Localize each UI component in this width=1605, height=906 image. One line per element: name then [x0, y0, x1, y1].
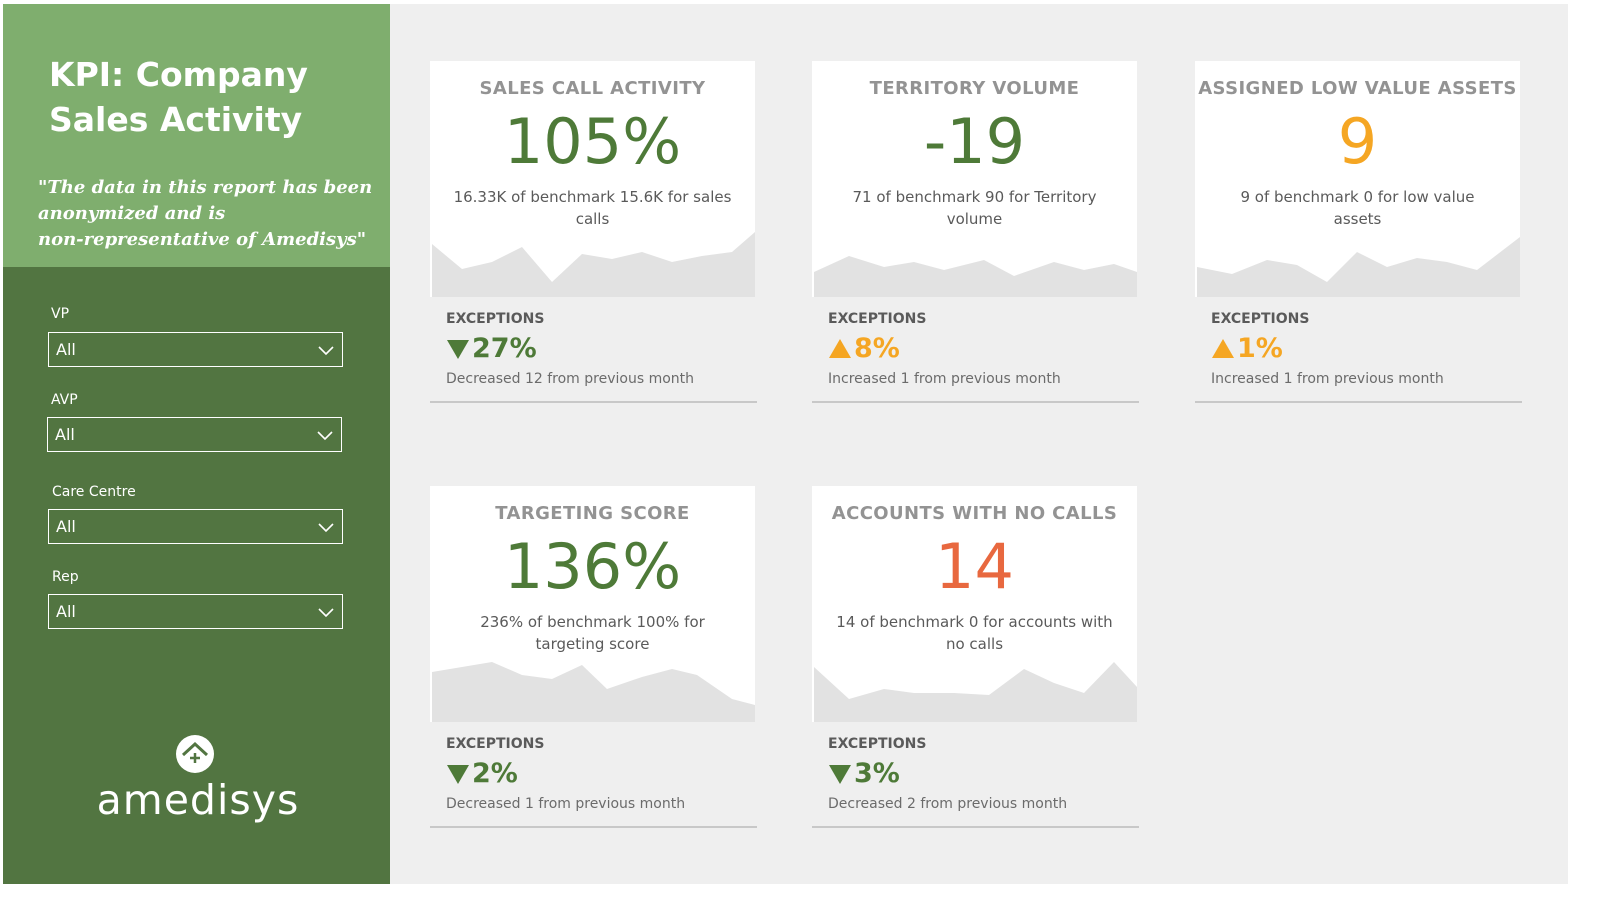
- triangle-up-icon: [1212, 338, 1234, 358]
- page-title-line-2: Sales Activity: [49, 100, 303, 139]
- kpi-title: ASSIGNED LOW VALUE ASSETS: [1198, 78, 1517, 99]
- exceptions-description: Decreased 1 from previous month: [446, 796, 686, 812]
- house-plus-icon: [176, 735, 214, 773]
- filter-label-care-centre: Care Centre: [52, 484, 136, 500]
- report-canvas: KPI: Company Sales Activity "The data in…: [3, 4, 1568, 884]
- chevron-down-icon: [318, 523, 334, 533]
- filter-dropdown-care-centre[interactable]: All: [48, 509, 343, 544]
- kpi-value: 14: [935, 530, 1014, 603]
- kpi-description: 9 of benchmark 0 for low value assets: [1240, 188, 1475, 228]
- filter-label-rep: Rep: [52, 569, 79, 585]
- kpi-description: 14 of benchmark 0 for accounts with no c…: [836, 613, 1113, 653]
- kpi-title: TERRITORY VOLUME: [869, 78, 1080, 99]
- kpi-title: SALES CALL ACTIVITY: [479, 78, 706, 99]
- kpi-card-territory-volume[interactable]: TERRITORY VOLUME -19 71 of benchmark 90 …: [812, 61, 1139, 406]
- exceptions-label: EXCEPTIONS: [1211, 311, 1310, 327]
- exceptions-value: 1%: [1211, 333, 1283, 364]
- kpi-description: 16.33K of benchmark 15.6K for sales call…: [453, 188, 732, 228]
- exceptions-value: 27%: [446, 333, 537, 364]
- triangle-up-icon: [829, 338, 851, 358]
- kpi-card-panel: TARGETING SCORE 136% 236% of benchmark 1…: [430, 486, 755, 722]
- kpi-card-assigned-low-value-assets[interactable]: ASSIGNED LOW VALUE ASSETS 9 9 of benchma…: [1195, 61, 1522, 406]
- filter-label-vp: VP: [51, 306, 70, 322]
- page-title: KPI: Company Sales Activity: [49, 52, 369, 142]
- exceptions-value: 2%: [446, 758, 518, 789]
- exceptions-value-text: 8%: [854, 333, 900, 364]
- chevron-down-icon: [318, 346, 334, 356]
- kpi-description: 236% of benchmark 100% for targeting sco…: [480, 613, 705, 653]
- kpi-card-accounts-with-no-calls[interactable]: ACCOUNTS WITH NO CALLS 14 14 of benchmar…: [812, 486, 1139, 831]
- disclaimer-line-1: "The data in this report has been: [38, 177, 373, 198]
- page-title-line-1: KPI: Company: [49, 55, 308, 94]
- exceptions-value-text: 27%: [472, 333, 537, 364]
- kpi-card-panel: SALES CALL ACTIVITY 105% 16.33K of bench…: [430, 61, 755, 297]
- disclaimer-line-2: anonymized and is: [38, 203, 226, 224]
- kpi-card-targeting-score[interactable]: TARGETING SCORE 136% 236% of benchmark 1…: [430, 486, 757, 831]
- kpi-title: TARGETING SCORE: [495, 503, 690, 524]
- exceptions-description: Increased 1 from previous month: [1211, 371, 1444, 387]
- kpi-value: 105%: [503, 105, 682, 178]
- triangle-down-icon: [829, 764, 851, 784]
- exceptions-value-text: 2%: [472, 758, 518, 789]
- disclaimer-quote: "The data in this report has been anonym…: [38, 175, 378, 253]
- company-logo: amedisys: [93, 734, 303, 834]
- logo-wordmark: amedisys: [96, 776, 300, 824]
- filter-value-vp: All: [56, 340, 76, 359]
- kpi-value: 136%: [503, 530, 682, 603]
- kpi-card-panel: TERRITORY VOLUME -19 71 of benchmark 90 …: [812, 61, 1137, 297]
- kpi-sparkline: [1197, 237, 1520, 297]
- exceptions-label: EXCEPTIONS: [446, 311, 545, 327]
- kpi-card-sales-call-activity[interactable]: SALES CALL ACTIVITY 105% 16.33K of bench…: [430, 61, 757, 406]
- exceptions-value: 3%: [828, 758, 900, 789]
- exceptions-value-text: 1%: [1237, 333, 1283, 364]
- card-divider: [812, 826, 1139, 828]
- kpi-sparkline: [814, 662, 1137, 722]
- disclaimer-line-3: non-representative of Amedisys": [38, 229, 367, 250]
- filter-dropdown-rep[interactable]: All: [48, 594, 343, 629]
- kpi-value: -19: [923, 105, 1026, 178]
- exceptions-description: Decreased 2 from previous month: [828, 796, 1068, 812]
- kpi-card-panel: ASSIGNED LOW VALUE ASSETS 9 9 of benchma…: [1195, 61, 1520, 297]
- card-divider: [430, 401, 757, 403]
- kpi-title: ACCOUNTS WITH NO CALLS: [831, 503, 1118, 524]
- triangle-down-icon: [447, 339, 469, 359]
- triangle-down-icon: [447, 764, 469, 784]
- filter-value-avp: All: [55, 425, 75, 444]
- chevron-down-icon: [318, 608, 334, 618]
- sidebar: KPI: Company Sales Activity "The data in…: [3, 4, 390, 884]
- filter-dropdown-avp[interactable]: All: [47, 417, 342, 452]
- chevron-down-icon: [317, 431, 333, 441]
- kpi-sparkline: [432, 662, 755, 722]
- card-divider: [430, 826, 757, 828]
- exceptions-label: EXCEPTIONS: [828, 311, 927, 327]
- exceptions-description: Increased 1 from previous month: [828, 371, 1061, 387]
- kpi-sparkline: [432, 232, 755, 297]
- kpi-value: 9: [1337, 105, 1378, 178]
- kpi-card-panel: ACCOUNTS WITH NO CALLS 14 14 of benchmar…: [812, 486, 1137, 722]
- filter-value-care-centre: All: [56, 517, 76, 536]
- card-divider: [812, 401, 1139, 403]
- exceptions-label: EXCEPTIONS: [828, 736, 927, 752]
- exceptions-value: 8%: [828, 333, 900, 364]
- exceptions-value-text: 3%: [854, 758, 900, 789]
- kpi-sparkline: [814, 256, 1137, 297]
- exceptions-label: EXCEPTIONS: [446, 736, 545, 752]
- filter-value-rep: All: [56, 602, 76, 621]
- kpi-description: 71 of benchmark 90 for Territory volume: [852, 188, 1097, 228]
- sidebar-header: KPI: Company Sales Activity "The data in…: [3, 4, 390, 267]
- card-divider: [1195, 401, 1522, 403]
- filter-dropdown-vp[interactable]: All: [48, 332, 343, 367]
- exceptions-description: Decreased 12 from previous month: [446, 371, 695, 387]
- filter-label-avp: AVP: [51, 392, 78, 408]
